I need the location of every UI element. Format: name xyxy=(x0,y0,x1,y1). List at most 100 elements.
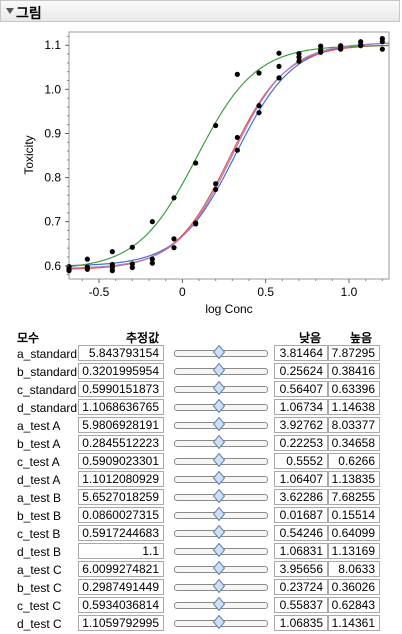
lower-bound-field[interactable]: 0.54246 xyxy=(274,525,328,541)
parameter-slider[interactable] xyxy=(174,543,268,557)
parameter-slider[interactable] xyxy=(174,417,268,431)
data-point xyxy=(149,219,155,225)
upper-bound-field[interactable]: 0.38416 xyxy=(328,363,380,379)
slider-thumb-icon[interactable] xyxy=(213,381,225,395)
slider-thumb-icon[interactable] xyxy=(213,417,225,431)
estimate-field[interactable]: 1.1 xyxy=(78,543,164,559)
data-point xyxy=(109,249,115,255)
data-point xyxy=(296,58,302,64)
estimate-field[interactable]: 0.2845512223 xyxy=(78,435,164,451)
lower-bound-field[interactable]: 1.06734 xyxy=(274,399,328,415)
slider-thumb-icon[interactable] xyxy=(213,543,225,557)
lower-bound-field[interactable]: 1.06407 xyxy=(274,471,328,487)
estimate-field[interactable]: 0.3201995954 xyxy=(78,363,164,379)
parameter-slider[interactable] xyxy=(174,345,268,359)
parameter-name: a_test C xyxy=(17,563,62,577)
estimate-field[interactable]: 1.1059792995 xyxy=(78,615,164,631)
slider-thumb-icon[interactable] xyxy=(213,597,225,611)
estimate-field[interactable]: 5.843793154 xyxy=(78,345,164,361)
lower-bound-field[interactable]: 0.01687 xyxy=(274,507,328,523)
parameter-slider[interactable] xyxy=(174,489,268,503)
upper-bound-field[interactable]: 1.13835 xyxy=(328,471,380,487)
slider-thumb-icon[interactable] xyxy=(213,579,225,593)
parameter-slider[interactable] xyxy=(174,579,268,593)
upper-bound-field[interactable]: 0.36026 xyxy=(328,579,380,595)
upper-bound-field[interactable]: 0.34658 xyxy=(328,435,380,451)
parameter-slider[interactable] xyxy=(174,471,268,485)
parameter-slider[interactable] xyxy=(174,615,268,629)
parameter-slider[interactable] xyxy=(174,381,268,395)
upper-bound-field[interactable]: 0.6266 xyxy=(328,453,380,469)
data-point xyxy=(171,245,177,251)
disclosure-triangle-icon[interactable] xyxy=(4,5,16,17)
lower-bound-field[interactable]: 0.55837 xyxy=(274,597,328,613)
parameter-name: b_test C xyxy=(17,581,62,595)
slider-thumb-icon[interactable] xyxy=(213,363,225,377)
lower-bound-field[interactable]: 1.06831 xyxy=(274,543,328,559)
estimate-field[interactable]: 0.2987491449 xyxy=(78,579,164,595)
lower-bound-field[interactable]: 3.95656 xyxy=(274,561,328,577)
upper-bound-field[interactable]: 1.14638 xyxy=(328,399,380,415)
parameter-slider[interactable] xyxy=(174,453,268,467)
upper-bound-field[interactable]: 8.03377 xyxy=(328,417,380,433)
upper-bound-field[interactable]: 0.63396 xyxy=(328,381,380,397)
slider-thumb-icon[interactable] xyxy=(213,615,225,629)
parameter-row: a_standard 5.843793154 3.81464 7.87295 xyxy=(0,345,402,363)
estimate-field[interactable]: 5.9806928191 xyxy=(78,417,164,433)
upper-bound-field[interactable]: 7.87295 xyxy=(328,345,380,361)
upper-bound-field[interactable]: 7.68255 xyxy=(328,489,380,505)
data-point xyxy=(171,236,177,242)
estimate-field[interactable]: 0.5934036814 xyxy=(78,597,164,613)
data-point xyxy=(318,49,324,55)
slider-thumb-icon[interactable] xyxy=(213,435,225,449)
upper-bound-field[interactable]: 0.62843 xyxy=(328,597,380,613)
lower-bound-field[interactable]: 1.06835 xyxy=(274,615,328,631)
parameter-row: d_test C 1.1059792995 1.06835 1.14361 xyxy=(0,615,402,633)
upper-bound-field[interactable]: 1.14361 xyxy=(328,615,380,631)
upper-bound-field[interactable]: 8.0633 xyxy=(328,561,380,577)
upper-bound-field[interactable]: 0.64099 xyxy=(328,525,380,541)
parameter-name: d_standard xyxy=(17,401,78,415)
parameter-slider[interactable] xyxy=(174,507,268,521)
lower-bound-field[interactable]: 0.25624 xyxy=(274,363,328,379)
parameter-name: d_test C xyxy=(17,617,62,631)
lower-bound-field[interactable]: 0.56407 xyxy=(274,381,328,397)
slider-thumb-icon[interactable] xyxy=(213,525,225,539)
estimate-field[interactable]: 5.6527018259 xyxy=(78,489,164,505)
estimate-field[interactable]: 1.1012080929 xyxy=(78,471,164,487)
slider-thumb-icon[interactable] xyxy=(213,453,225,467)
data-point xyxy=(256,110,262,116)
parameter-row: c_standard 0.5990151873 0.56407 0.63396 xyxy=(0,381,402,399)
upper-bound-field[interactable]: 1.13169 xyxy=(328,543,380,559)
estimate-field[interactable]: 0.5917244683 xyxy=(78,525,164,541)
fitted-curves xyxy=(68,42,390,270)
estimate-field[interactable]: 0.5909023301 xyxy=(78,453,164,469)
slider-thumb-icon[interactable] xyxy=(213,507,225,521)
parameter-row: b_test B 0.0860027315 0.01687 0.15514 xyxy=(0,507,402,525)
data-point xyxy=(129,264,135,271)
slider-thumb-icon[interactable] xyxy=(213,399,225,413)
estimate-field[interactable]: 0.0860027315 xyxy=(78,507,164,523)
parameter-slider[interactable] xyxy=(174,435,268,449)
estimate-field[interactable]: 1.1068636765 xyxy=(78,399,164,415)
parameter-slider[interactable] xyxy=(174,399,268,413)
lower-bound-field[interactable]: 0.23724 xyxy=(274,579,328,595)
lower-bound-field[interactable]: 0.22253 xyxy=(274,435,328,451)
slider-thumb-icon[interactable] xyxy=(213,345,225,359)
parameter-slider[interactable] xyxy=(174,363,268,377)
panel-header[interactable]: 그림 xyxy=(0,0,400,22)
slider-thumb-icon[interactable] xyxy=(213,471,225,485)
lower-bound-field[interactable]: 3.92762 xyxy=(274,417,328,433)
parameter-slider[interactable] xyxy=(174,525,268,539)
upper-bound-field[interactable]: 0.15514 xyxy=(328,507,380,523)
parameter-name: d_test B xyxy=(17,545,62,559)
parameter-slider[interactable] xyxy=(174,561,268,575)
lower-bound-field[interactable]: 0.5552 xyxy=(274,453,328,469)
lower-bound-field[interactable]: 3.81464 xyxy=(274,345,328,361)
estimate-field[interactable]: 0.5990151873 xyxy=(78,381,164,397)
slider-thumb-icon[interactable] xyxy=(213,489,225,503)
estimate-field[interactable]: 6.0099274821 xyxy=(78,561,164,577)
slider-thumb-icon[interactable] xyxy=(213,561,225,575)
parameter-slider[interactable] xyxy=(174,597,268,611)
lower-bound-field[interactable]: 3.62286 xyxy=(274,489,328,505)
